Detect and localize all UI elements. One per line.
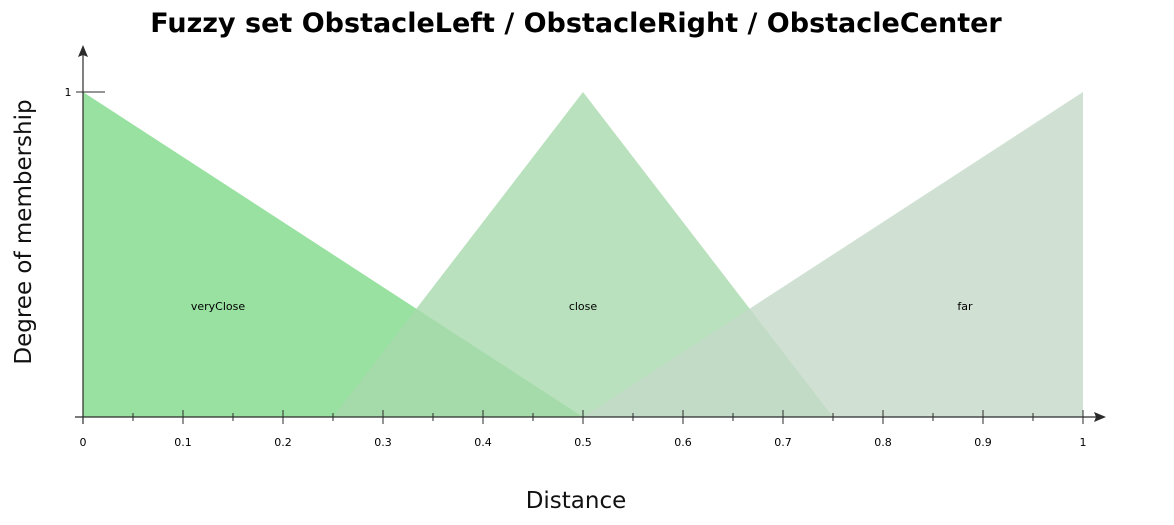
x-tick-label: 1 [1080,436,1087,449]
x-tick-label: 0.1 [174,436,192,449]
membership-areas [83,92,1083,417]
x-tick-label: 0.9 [974,436,992,449]
membership-area-far [583,92,1083,417]
chart-title: Fuzzy set ObstacleLeft / ObstacleRight /… [150,8,1002,39]
set-label-veryClose: veryClose [191,300,246,313]
tick-marks: 0 0.1 0.2 0.3 0.4 0.5 0.6 0.7 0.8 0.9 1 1 [65,86,1087,449]
x-tick-label: 0.7 [774,436,792,449]
x-tick-label: 0.6 [674,436,692,449]
set-label-close: close [569,300,598,313]
y-axis-arrow-icon [78,45,88,57]
x-tick-label: 0.8 [874,436,892,449]
x-tick-label: 0 [80,436,87,449]
set-label-far: far [957,300,973,313]
x-tick-label: 0.5 [574,436,592,449]
x-tick-label: 0.3 [374,436,392,449]
x-axis-arrow-icon [1094,412,1106,422]
y-tick-label: 1 [65,86,72,99]
axes [75,45,1106,424]
x-axis-label: Distance [526,488,627,514]
x-tick-label: 0.4 [474,436,492,449]
set-labels: veryClose close far [191,300,973,313]
y-axis-label: Degree of membership [11,99,37,364]
x-tick-label: 0.2 [274,436,292,449]
